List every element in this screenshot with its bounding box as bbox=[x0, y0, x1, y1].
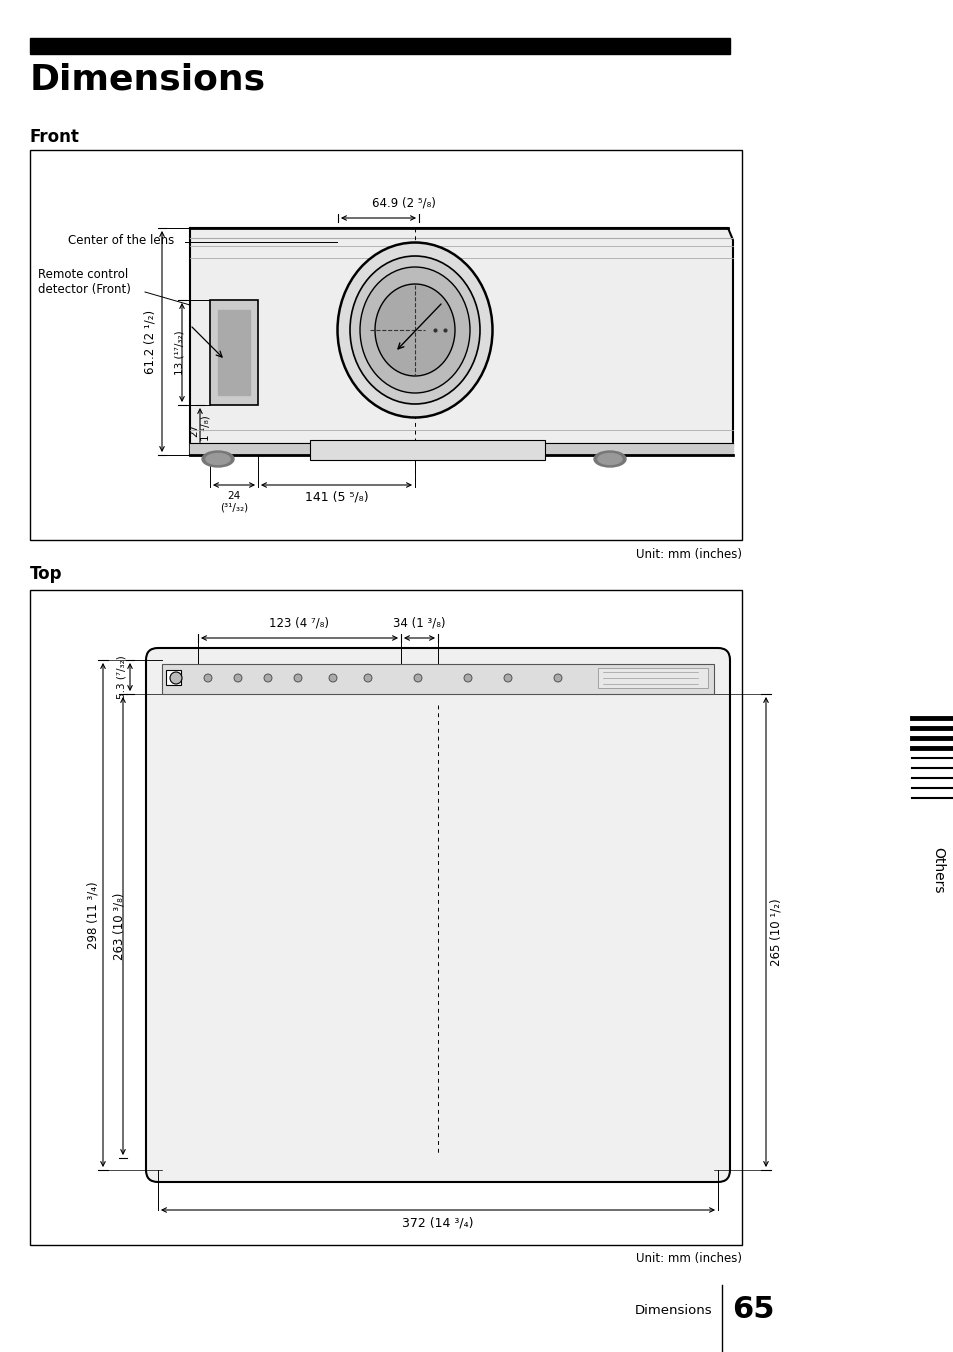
Circle shape bbox=[204, 675, 212, 681]
Bar bbox=[30, 150, 741, 539]
Ellipse shape bbox=[375, 284, 455, 376]
Ellipse shape bbox=[202, 452, 233, 466]
Text: 64.9 (2 ⁵/₈): 64.9 (2 ⁵/₈) bbox=[371, 197, 435, 210]
Text: Unit: mm (inches): Unit: mm (inches) bbox=[636, 1252, 741, 1265]
Text: 61.2 (2 ¹/₂): 61.2 (2 ¹/₂) bbox=[143, 310, 156, 373]
Circle shape bbox=[554, 675, 561, 681]
Circle shape bbox=[233, 675, 242, 681]
Text: 123 (4 ⁷/₈): 123 (4 ⁷/₈) bbox=[269, 617, 329, 630]
Circle shape bbox=[170, 672, 182, 684]
Text: Unit: mm (inches): Unit: mm (inches) bbox=[636, 548, 741, 561]
Circle shape bbox=[264, 675, 272, 681]
Text: 372 (14 ³/₄): 372 (14 ³/₄) bbox=[402, 1215, 474, 1229]
Text: Center of the lens: Center of the lens bbox=[68, 234, 174, 246]
Text: Remote control
detector (Front): Remote control detector (Front) bbox=[38, 268, 131, 296]
Circle shape bbox=[414, 675, 421, 681]
Text: 265 (10 ¹/₂): 265 (10 ¹/₂) bbox=[769, 898, 781, 965]
Text: Others: Others bbox=[930, 846, 944, 894]
Text: Front: Front bbox=[30, 128, 80, 146]
Circle shape bbox=[294, 675, 302, 681]
Bar bbox=[310, 439, 544, 460]
Text: 13 (¹⁷/₃₂): 13 (¹⁷/₃₂) bbox=[174, 330, 185, 375]
Circle shape bbox=[463, 675, 472, 681]
Polygon shape bbox=[190, 228, 732, 456]
Text: 5.3 (⁷/₃₂): 5.3 (⁷/₃₂) bbox=[117, 656, 127, 699]
Text: Top: Top bbox=[30, 565, 63, 583]
Circle shape bbox=[603, 675, 612, 681]
Bar bbox=[162, 664, 713, 694]
Circle shape bbox=[329, 675, 336, 681]
Text: 24
(³¹/₃₂): 24 (³¹/₃₂) bbox=[220, 491, 248, 512]
Text: 27
(1 ¹/₈): 27 (1 ¹/₈) bbox=[189, 415, 211, 445]
Ellipse shape bbox=[594, 452, 625, 466]
Polygon shape bbox=[218, 310, 250, 395]
Ellipse shape bbox=[206, 453, 230, 465]
Bar bbox=[598, 668, 707, 688]
Bar bbox=[30, 589, 741, 1245]
Text: Dimensions: Dimensions bbox=[30, 62, 266, 96]
Ellipse shape bbox=[337, 242, 492, 418]
FancyBboxPatch shape bbox=[146, 648, 729, 1182]
Text: 298 (11 ³/₄): 298 (11 ³/₄) bbox=[87, 882, 99, 949]
Bar bbox=[166, 671, 181, 685]
Text: 34 (1 ³/₈): 34 (1 ³/₈) bbox=[393, 617, 445, 630]
Ellipse shape bbox=[350, 256, 479, 404]
Circle shape bbox=[364, 675, 372, 681]
Ellipse shape bbox=[598, 453, 621, 465]
Polygon shape bbox=[190, 443, 732, 456]
Circle shape bbox=[503, 675, 512, 681]
Text: 141 (5 ⁵/₈): 141 (5 ⁵/₈) bbox=[304, 491, 368, 504]
Text: 263 (10 ³/₈): 263 (10 ³/₈) bbox=[112, 892, 126, 960]
Ellipse shape bbox=[359, 266, 470, 393]
Bar bbox=[210, 300, 257, 406]
Text: 65: 65 bbox=[731, 1295, 774, 1325]
Bar bbox=[30, 38, 729, 54]
Text: Dimensions: Dimensions bbox=[634, 1303, 711, 1317]
